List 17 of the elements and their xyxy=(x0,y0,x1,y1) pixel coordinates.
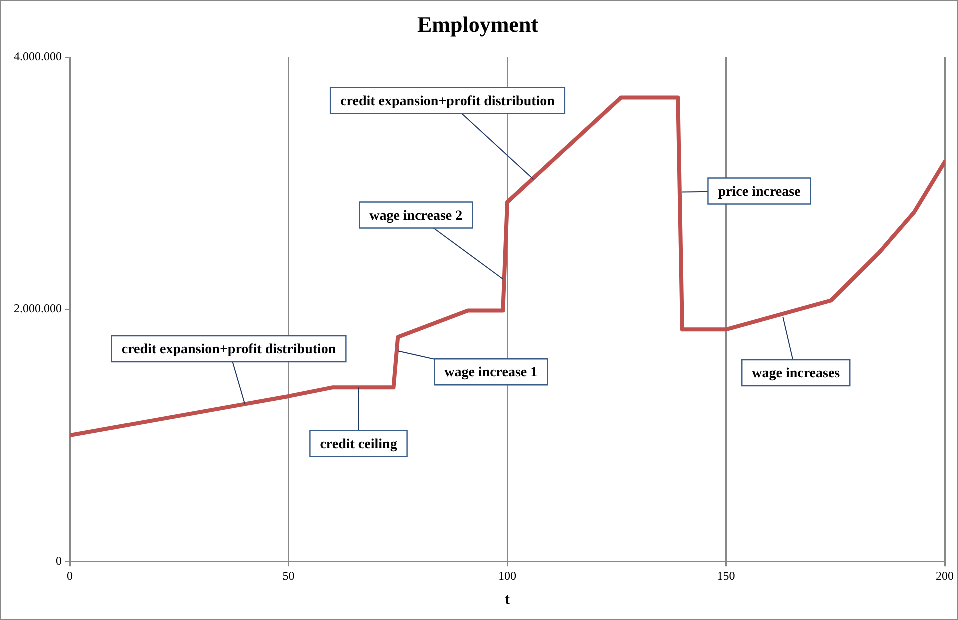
x-tick-label: 0 xyxy=(67,568,73,583)
annotation: credit expansion+profit distribution xyxy=(340,94,556,110)
annotation: wage increase 1 xyxy=(444,366,538,381)
x-tick-label: 50 xyxy=(282,568,295,583)
annotation: wage increases xyxy=(752,366,841,382)
y-tick-label: 4.000.000 xyxy=(14,50,62,64)
y-tick-label: 2.000.000 xyxy=(14,302,62,316)
annotation: credit ceiling xyxy=(320,437,398,452)
chart-title: Employment xyxy=(418,12,540,37)
x-tick-label: 200 xyxy=(936,568,954,583)
annotation: price increase xyxy=(718,184,801,200)
x-tick-label: 100 xyxy=(498,568,516,583)
y-tick-label: 0 xyxy=(56,554,62,568)
annotation: credit expansion+profit distribution xyxy=(122,342,336,358)
x-tick-label: 150 xyxy=(717,568,736,583)
x-axis-title: t xyxy=(505,592,510,608)
annotation: wage increase 2 xyxy=(370,208,463,224)
